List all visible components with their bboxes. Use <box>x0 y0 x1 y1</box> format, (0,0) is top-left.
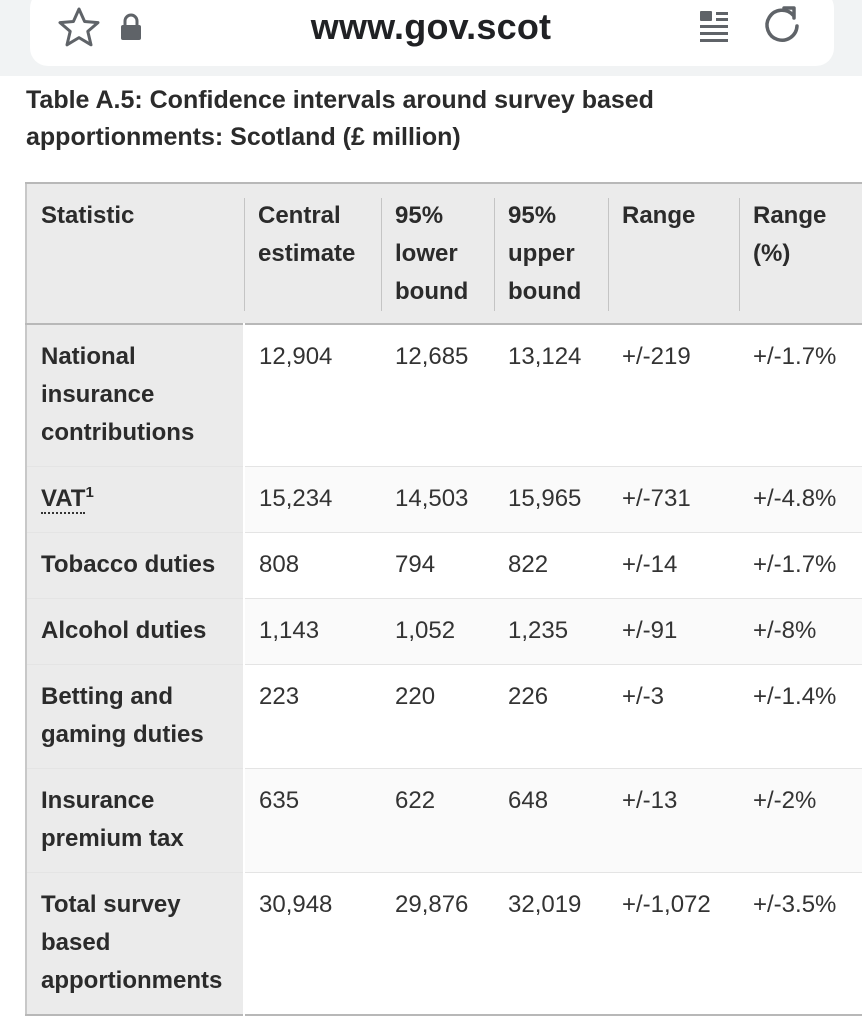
row-label: National insurance contributions <box>26 324 245 467</box>
upper-bound-cell: 13,124 <box>508 343 582 370</box>
header-central-estimate: Central estimate <box>244 183 381 324</box>
central-estimate-cell: 223 <box>259 683 300 710</box>
table-row: Tobacco duties 808 794 822 +/-14 +/-1.7% <box>26 532 862 599</box>
range-cell: +/-13 <box>608 768 739 873</box>
reader-mode-icon[interactable] <box>696 8 732 44</box>
range-pct-cell: +/-1.7% <box>753 551 837 578</box>
range-pct-cell: +/-4.8% <box>739 466 862 533</box>
table-row: VAT1 15,234 14,503 15,965 +/-731 +/-4.8% <box>26 466 862 533</box>
range-pct-cell: +/-1.7% <box>753 343 837 370</box>
upper-bound-cell: 226 <box>508 683 549 710</box>
vat-abbreviation[interactable]: VAT <box>41 485 86 514</box>
table-row: Betting and gaming duties 223 220 226 +/… <box>26 664 862 769</box>
lower-bound-cell: 14,503 <box>381 466 494 533</box>
range-cell: +/-3 <box>622 683 665 710</box>
lock-icon[interactable] <box>118 12 144 42</box>
lower-bound-cell: 794 <box>395 551 436 578</box>
central-estimate-cell: 808 <box>259 551 300 578</box>
header-range-pct: Range (%) <box>739 183 862 324</box>
row-label: Tobacco duties <box>26 532 245 599</box>
header-upper-bound: 95% upper bound <box>494 183 608 324</box>
upper-bound-cell: 15,965 <box>494 466 608 533</box>
range-pct-cell: +/-8% <box>739 598 862 665</box>
central-estimate-cell: 30,948 <box>259 891 333 918</box>
star-icon[interactable] <box>56 6 102 48</box>
range-pct-cell: +/-2% <box>739 768 862 873</box>
table-row: Insurance premium tax 635 622 648 +/-13 … <box>26 768 862 873</box>
range-cell: +/-91 <box>608 598 739 665</box>
row-label: Insurance premium tax <box>26 768 245 873</box>
upper-bound-cell: 648 <box>494 768 608 873</box>
lower-bound-cell: 12,685 <box>395 343 469 370</box>
table-row-total: Total survey based apportionments 30,948… <box>26 872 862 1015</box>
confidence-intervals-table: Statistic Central estimate 95% lower bou… <box>25 182 862 1016</box>
footnote-link[interactable]: 1 <box>85 484 94 501</box>
lower-bound-cell: 1,052 <box>381 598 494 665</box>
central-estimate-cell: 1,143 <box>244 598 381 665</box>
table-row: National insurance contributions 12,904 … <box>26 324 862 467</box>
range-cell: +/-731 <box>608 466 739 533</box>
url-text[interactable]: www.gov.scot <box>310 6 552 47</box>
lower-bound-cell: 622 <box>381 768 494 873</box>
header-lower-bound: 95% lower bound <box>381 183 494 324</box>
row-label: Betting and gaming duties <box>26 664 245 769</box>
lower-bound-cell: 220 <box>395 683 436 710</box>
central-estimate-cell: 635 <box>244 768 381 873</box>
range-pct-cell: +/-3.5% <box>753 891 837 918</box>
row-label: Total survey based apportionments <box>26 872 245 1015</box>
table-caption: Table A.5: Confidence intervals around s… <box>26 86 654 151</box>
central-estimate-cell: 12,904 <box>259 343 333 370</box>
range-cell: +/-1,072 <box>622 891 711 918</box>
browser-toolbar: www.gov.scot <box>0 0 862 76</box>
upper-bound-cell: 32,019 <box>508 891 582 918</box>
table-row: Alcohol duties 1,143 1,052 1,235 +/-91 +… <box>26 598 862 665</box>
upper-bound-cell: 1,235 <box>494 598 608 665</box>
reload-icon[interactable] <box>760 4 804 48</box>
header-range: Range <box>608 183 739 324</box>
table-header-row: Statistic Central estimate 95% lower bou… <box>26 183 862 324</box>
row-label: VAT1 <box>26 466 245 533</box>
range-pct-cell: +/-1.4% <box>753 683 837 710</box>
header-statistic: Statistic <box>41 202 135 229</box>
lower-bound-cell: 29,876 <box>395 891 469 918</box>
central-estimate-cell: 15,234 <box>244 466 381 533</box>
range-cell: +/-14 <box>622 551 678 578</box>
row-label: Alcohol duties <box>26 598 245 665</box>
range-cell: +/-219 <box>622 343 691 370</box>
upper-bound-cell: 822 <box>508 551 549 578</box>
